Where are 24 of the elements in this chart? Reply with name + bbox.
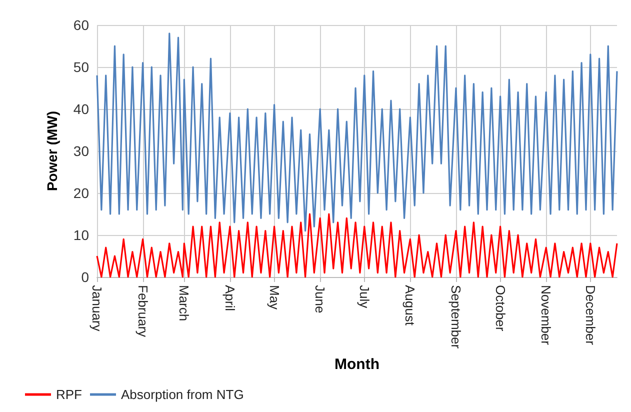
x-tick-label: January bbox=[90, 285, 104, 332]
y-tick-label: 40 bbox=[73, 101, 90, 117]
x-tick-label: December bbox=[582, 285, 598, 346]
legend-label: RPF bbox=[56, 387, 82, 402]
y-tick-label: 20 bbox=[73, 185, 90, 201]
x-axis-title: Month bbox=[334, 356, 380, 373]
x-tick-label: October bbox=[492, 285, 508, 332]
x-tick-label: July bbox=[356, 285, 372, 309]
legend-label: Absorption from NTG bbox=[121, 387, 244, 402]
x-tick-label: August bbox=[402, 285, 418, 326]
y-axis-title: Power (MW) bbox=[44, 110, 60, 192]
y-tick-label: 0 bbox=[81, 269, 90, 285]
y-tick-label: 60 bbox=[73, 17, 90, 33]
y-tick-label: 50 bbox=[73, 59, 90, 75]
y-tick-label: 10 bbox=[73, 227, 90, 243]
line-series bbox=[96, 32, 618, 232]
x-tick-label: April bbox=[222, 285, 238, 312]
x-tick-label: June bbox=[312, 285, 328, 314]
x-tick-label: September bbox=[448, 285, 464, 350]
x-tick-label: November bbox=[538, 285, 554, 346]
x-tick-label: May bbox=[266, 285, 282, 310]
x-tick-label: March bbox=[176, 285, 192, 322]
x-tick-label: February bbox=[135, 285, 150, 338]
y-tick-label: 30 bbox=[73, 143, 90, 159]
